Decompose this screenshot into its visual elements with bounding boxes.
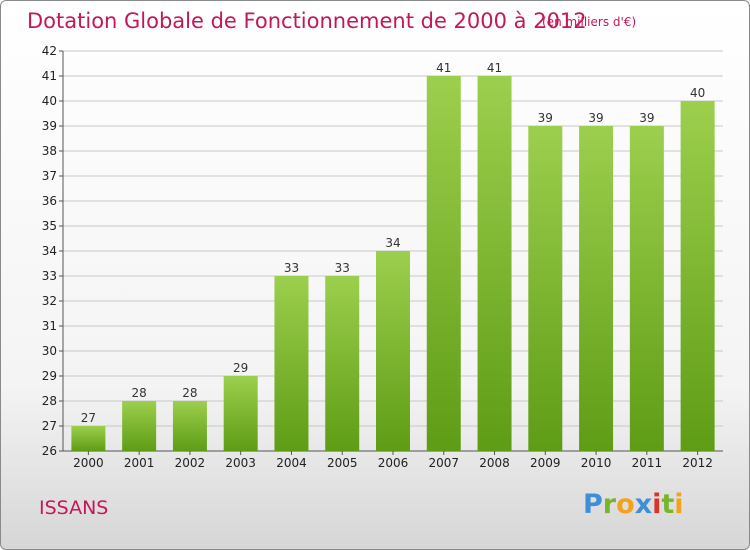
- x-tick-label: 2004: [276, 456, 307, 470]
- bar: [680, 101, 715, 451]
- x-tick-label: 2000: [73, 456, 104, 470]
- data-label: 29: [233, 361, 248, 375]
- data-label: 41: [436, 61, 451, 75]
- labels: 26 27 28 29 30 31 32 33 34 35 36 37 38 39 40 41 42 27 2000…: [42, 44, 713, 470]
- logo-letter: t: [661, 489, 675, 520]
- x-tick-label: 2005: [327, 456, 358, 470]
- bar: [629, 126, 664, 451]
- logo-letter: r: [602, 489, 617, 520]
- x-tick-label: 2003: [225, 456, 256, 470]
- y-tick-label: 35: [42, 219, 57, 233]
- bar: [579, 126, 614, 451]
- bars: [71, 76, 715, 451]
- x-tick-label: 2008: [479, 456, 510, 470]
- bar: [122, 401, 157, 451]
- y-tick-label: 33: [42, 269, 57, 283]
- y-tick-label: 28: [42, 394, 57, 408]
- data-label: 28: [132, 386, 147, 400]
- y-tick-label: 32: [42, 294, 57, 308]
- x-tick-label: 2007: [428, 456, 459, 470]
- y-tick-label: 41: [42, 69, 57, 83]
- bar: [325, 276, 360, 451]
- data-label: 41: [487, 61, 502, 75]
- logo-letter: o: [616, 489, 635, 520]
- y-tick-label: 34: [42, 244, 57, 258]
- bar: [172, 401, 207, 451]
- x-tick-label: 2001: [124, 456, 155, 470]
- chart-subtitle: (en milliers d'€): [542, 15, 637, 29]
- data-label: 34: [385, 236, 400, 250]
- logo-letter: P: [583, 489, 603, 520]
- logo-letter: i: [674, 489, 684, 520]
- bar: [274, 276, 309, 451]
- y-tick-label: 38: [42, 144, 57, 158]
- x-tick-label: 2009: [530, 456, 561, 470]
- x-tick-label: 2002: [175, 456, 206, 470]
- data-label: 39: [538, 111, 553, 125]
- y-tick-label: 30: [42, 344, 57, 358]
- y-tick-label: 39: [42, 119, 57, 133]
- commune-name: ISSANS: [39, 497, 109, 519]
- bar: [71, 426, 106, 451]
- y-tick-label: 27: [42, 419, 57, 433]
- y-tick-label: 31: [42, 319, 57, 333]
- y-tick-label: 29: [42, 369, 57, 383]
- data-label: 39: [588, 111, 603, 125]
- data-label: 33: [284, 261, 299, 275]
- bar: [376, 251, 410, 451]
- bar: [528, 126, 563, 451]
- bar: [223, 376, 258, 451]
- x-tick-label: 2010: [581, 456, 612, 470]
- x-tick-label: 2011: [632, 456, 663, 470]
- logo-letter: i: [652, 489, 662, 520]
- bar: [477, 76, 512, 451]
- data-label: 27: [81, 411, 96, 425]
- chart-title: Dotation Globale de Fonctionnement de 20…: [27, 9, 587, 33]
- bar: [426, 76, 461, 451]
- y-tick-label: 26: [42, 444, 57, 458]
- x-tick-label: 2006: [378, 456, 409, 470]
- y-tick-label: 36: [42, 194, 57, 208]
- y-tick-label: 40: [42, 94, 57, 108]
- proxiti-logo: Proxiti: [583, 489, 684, 520]
- data-label: 39: [639, 111, 654, 125]
- x-tick-label: 2012: [682, 456, 713, 470]
- data-label: 28: [182, 386, 197, 400]
- data-label: 40: [690, 86, 705, 100]
- y-tick-label: 42: [42, 44, 57, 58]
- y-tick-label: 37: [42, 169, 57, 183]
- data-label: 33: [335, 261, 350, 275]
- logo-letter: x: [634, 489, 653, 520]
